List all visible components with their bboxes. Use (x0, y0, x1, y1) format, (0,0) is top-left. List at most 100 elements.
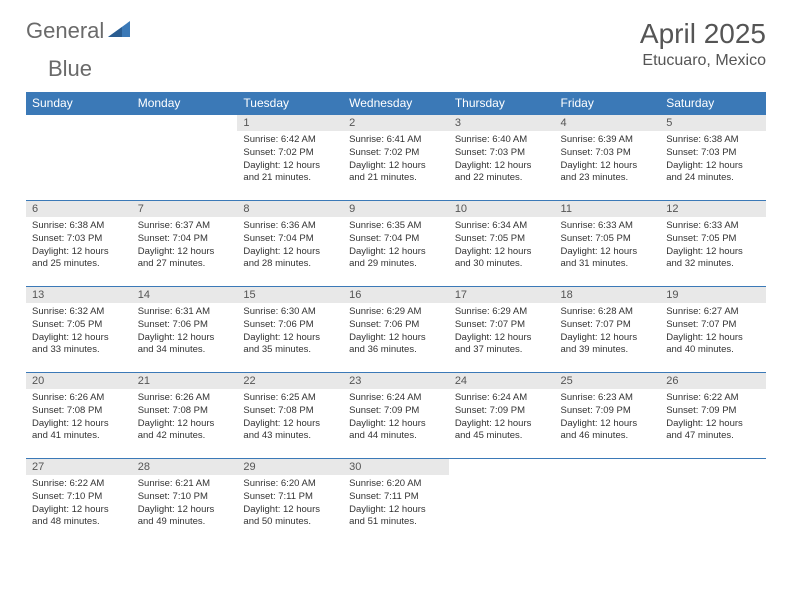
title-block: April 2025 Etucuaro, Mexico (640, 18, 766, 70)
day-number: 7 (132, 201, 238, 217)
day-cell: 13Sunrise: 6:32 AMSunset: 7:05 PMDayligh… (26, 287, 132, 373)
day-number: 6 (26, 201, 132, 217)
page-title: April 2025 (640, 18, 766, 50)
day-cell: 6Sunrise: 6:38 AMSunset: 7:03 PMDaylight… (26, 201, 132, 287)
day-cell: 5Sunrise: 6:38 AMSunset: 7:03 PMDaylight… (660, 115, 766, 201)
day-detail-text: Sunrise: 6:41 AMSunset: 7:02 PMDaylight:… (343, 131, 449, 189)
day-number: 1 (237, 115, 343, 131)
day-detail-text: Sunrise: 6:25 AMSunset: 7:08 PMDaylight:… (237, 389, 343, 447)
day-cell: 21Sunrise: 6:26 AMSunset: 7:08 PMDayligh… (132, 373, 238, 459)
empty-day-cell (132, 115, 238, 201)
weekday-header-row: SundayMondayTuesdayWednesdayThursdayFrid… (26, 92, 766, 115)
day-cell: 20Sunrise: 6:26 AMSunset: 7:08 PMDayligh… (26, 373, 132, 459)
day-detail-text: Sunrise: 6:29 AMSunset: 7:07 PMDaylight:… (449, 303, 555, 361)
day-detail-text: Sunrise: 6:38 AMSunset: 7:03 PMDaylight:… (660, 131, 766, 189)
day-cell: 9Sunrise: 6:35 AMSunset: 7:04 PMDaylight… (343, 201, 449, 287)
day-detail-text: Sunrise: 6:32 AMSunset: 7:05 PMDaylight:… (26, 303, 132, 361)
weekday-header: Wednesday (343, 92, 449, 115)
day-detail-text: Sunrise: 6:26 AMSunset: 7:08 PMDaylight:… (26, 389, 132, 447)
calendar-week-row: 6Sunrise: 6:38 AMSunset: 7:03 PMDaylight… (26, 201, 766, 287)
day-detail-text: Sunrise: 6:30 AMSunset: 7:06 PMDaylight:… (237, 303, 343, 361)
day-detail-text: Sunrise: 6:29 AMSunset: 7:06 PMDaylight:… (343, 303, 449, 361)
calendar-week-row: 27Sunrise: 6:22 AMSunset: 7:10 PMDayligh… (26, 459, 766, 545)
day-cell: 10Sunrise: 6:34 AMSunset: 7:05 PMDayligh… (449, 201, 555, 287)
day-number: 9 (343, 201, 449, 217)
day-number: 19 (660, 287, 766, 303)
empty-day-cell (26, 115, 132, 201)
empty-day-cell (449, 459, 555, 545)
day-number: 5 (660, 115, 766, 131)
day-cell: 7Sunrise: 6:37 AMSunset: 7:04 PMDaylight… (132, 201, 238, 287)
day-cell: 30Sunrise: 6:20 AMSunset: 7:11 PMDayligh… (343, 459, 449, 545)
day-cell: 12Sunrise: 6:33 AMSunset: 7:05 PMDayligh… (660, 201, 766, 287)
day-detail-text: Sunrise: 6:20 AMSunset: 7:11 PMDaylight:… (343, 475, 449, 533)
day-detail-text: Sunrise: 6:24 AMSunset: 7:09 PMDaylight:… (343, 389, 449, 447)
day-cell: 24Sunrise: 6:24 AMSunset: 7:09 PMDayligh… (449, 373, 555, 459)
day-number: 29 (237, 459, 343, 475)
location-label: Etucuaro, Mexico (640, 52, 766, 70)
day-number: 3 (449, 115, 555, 131)
day-number: 25 (555, 373, 661, 389)
day-number: 18 (555, 287, 661, 303)
day-detail-text: Sunrise: 6:40 AMSunset: 7:03 PMDaylight:… (449, 131, 555, 189)
day-detail-text: Sunrise: 6:31 AMSunset: 7:06 PMDaylight:… (132, 303, 238, 361)
day-detail-text: Sunrise: 6:23 AMSunset: 7:09 PMDaylight:… (555, 389, 661, 447)
day-number: 24 (449, 373, 555, 389)
day-number: 26 (660, 373, 766, 389)
weekday-header: Tuesday (237, 92, 343, 115)
weekday-header: Thursday (449, 92, 555, 115)
day-detail-text: Sunrise: 6:28 AMSunset: 7:07 PMDaylight:… (555, 303, 661, 361)
day-detail-text: Sunrise: 6:24 AMSunset: 7:09 PMDaylight:… (449, 389, 555, 447)
weekday-header: Monday (132, 92, 238, 115)
day-detail-text: Sunrise: 6:22 AMSunset: 7:10 PMDaylight:… (26, 475, 132, 533)
day-cell: 29Sunrise: 6:20 AMSunset: 7:11 PMDayligh… (237, 459, 343, 545)
day-detail-text: Sunrise: 6:27 AMSunset: 7:07 PMDaylight:… (660, 303, 766, 361)
day-detail-text: Sunrise: 6:38 AMSunset: 7:03 PMDaylight:… (26, 217, 132, 275)
day-detail-text: Sunrise: 6:33 AMSunset: 7:05 PMDaylight:… (660, 217, 766, 275)
day-cell: 23Sunrise: 6:24 AMSunset: 7:09 PMDayligh… (343, 373, 449, 459)
day-detail-text: Sunrise: 6:34 AMSunset: 7:05 PMDaylight:… (449, 217, 555, 275)
day-number: 21 (132, 373, 238, 389)
day-detail-text: Sunrise: 6:42 AMSunset: 7:02 PMDaylight:… (237, 131, 343, 189)
day-number: 22 (237, 373, 343, 389)
calendar-week-row: 1Sunrise: 6:42 AMSunset: 7:02 PMDaylight… (26, 115, 766, 201)
calendar-table: SundayMondayTuesdayWednesdayThursdayFrid… (26, 92, 766, 545)
day-detail-text: Sunrise: 6:20 AMSunset: 7:11 PMDaylight:… (237, 475, 343, 533)
day-detail-text: Sunrise: 6:36 AMSunset: 7:04 PMDaylight:… (237, 217, 343, 275)
logo-text-general: General (26, 18, 104, 44)
empty-day-cell (555, 459, 661, 545)
day-number: 4 (555, 115, 661, 131)
day-cell: 26Sunrise: 6:22 AMSunset: 7:09 PMDayligh… (660, 373, 766, 459)
day-cell: 22Sunrise: 6:25 AMSunset: 7:08 PMDayligh… (237, 373, 343, 459)
day-cell: 25Sunrise: 6:23 AMSunset: 7:09 PMDayligh… (555, 373, 661, 459)
calendar-week-row: 20Sunrise: 6:26 AMSunset: 7:08 PMDayligh… (26, 373, 766, 459)
day-number: 27 (26, 459, 132, 475)
day-cell: 27Sunrise: 6:22 AMSunset: 7:10 PMDayligh… (26, 459, 132, 545)
day-cell: 19Sunrise: 6:27 AMSunset: 7:07 PMDayligh… (660, 287, 766, 373)
day-number: 8 (237, 201, 343, 217)
day-number: 12 (660, 201, 766, 217)
day-number: 2 (343, 115, 449, 131)
day-number: 11 (555, 201, 661, 217)
day-number: 14 (132, 287, 238, 303)
day-cell: 3Sunrise: 6:40 AMSunset: 7:03 PMDaylight… (449, 115, 555, 201)
weekday-header: Sunday (26, 92, 132, 115)
day-number: 16 (343, 287, 449, 303)
logo-triangle-icon (108, 21, 130, 42)
day-detail-text: Sunrise: 6:22 AMSunset: 7:09 PMDaylight:… (660, 389, 766, 447)
empty-day-cell (660, 459, 766, 545)
day-detail-text: Sunrise: 6:39 AMSunset: 7:03 PMDaylight:… (555, 131, 661, 189)
day-cell: 14Sunrise: 6:31 AMSunset: 7:06 PMDayligh… (132, 287, 238, 373)
day-cell: 15Sunrise: 6:30 AMSunset: 7:06 PMDayligh… (237, 287, 343, 373)
day-cell: 4Sunrise: 6:39 AMSunset: 7:03 PMDaylight… (555, 115, 661, 201)
day-cell: 8Sunrise: 6:36 AMSunset: 7:04 PMDaylight… (237, 201, 343, 287)
day-cell: 1Sunrise: 6:42 AMSunset: 7:02 PMDaylight… (237, 115, 343, 201)
day-detail-text: Sunrise: 6:37 AMSunset: 7:04 PMDaylight:… (132, 217, 238, 275)
day-number: 28 (132, 459, 238, 475)
day-number: 30 (343, 459, 449, 475)
day-detail-text: Sunrise: 6:21 AMSunset: 7:10 PMDaylight:… (132, 475, 238, 533)
weekday-header: Friday (555, 92, 661, 115)
day-cell: 17Sunrise: 6:29 AMSunset: 7:07 PMDayligh… (449, 287, 555, 373)
day-cell: 18Sunrise: 6:28 AMSunset: 7:07 PMDayligh… (555, 287, 661, 373)
logo: General (26, 18, 132, 44)
